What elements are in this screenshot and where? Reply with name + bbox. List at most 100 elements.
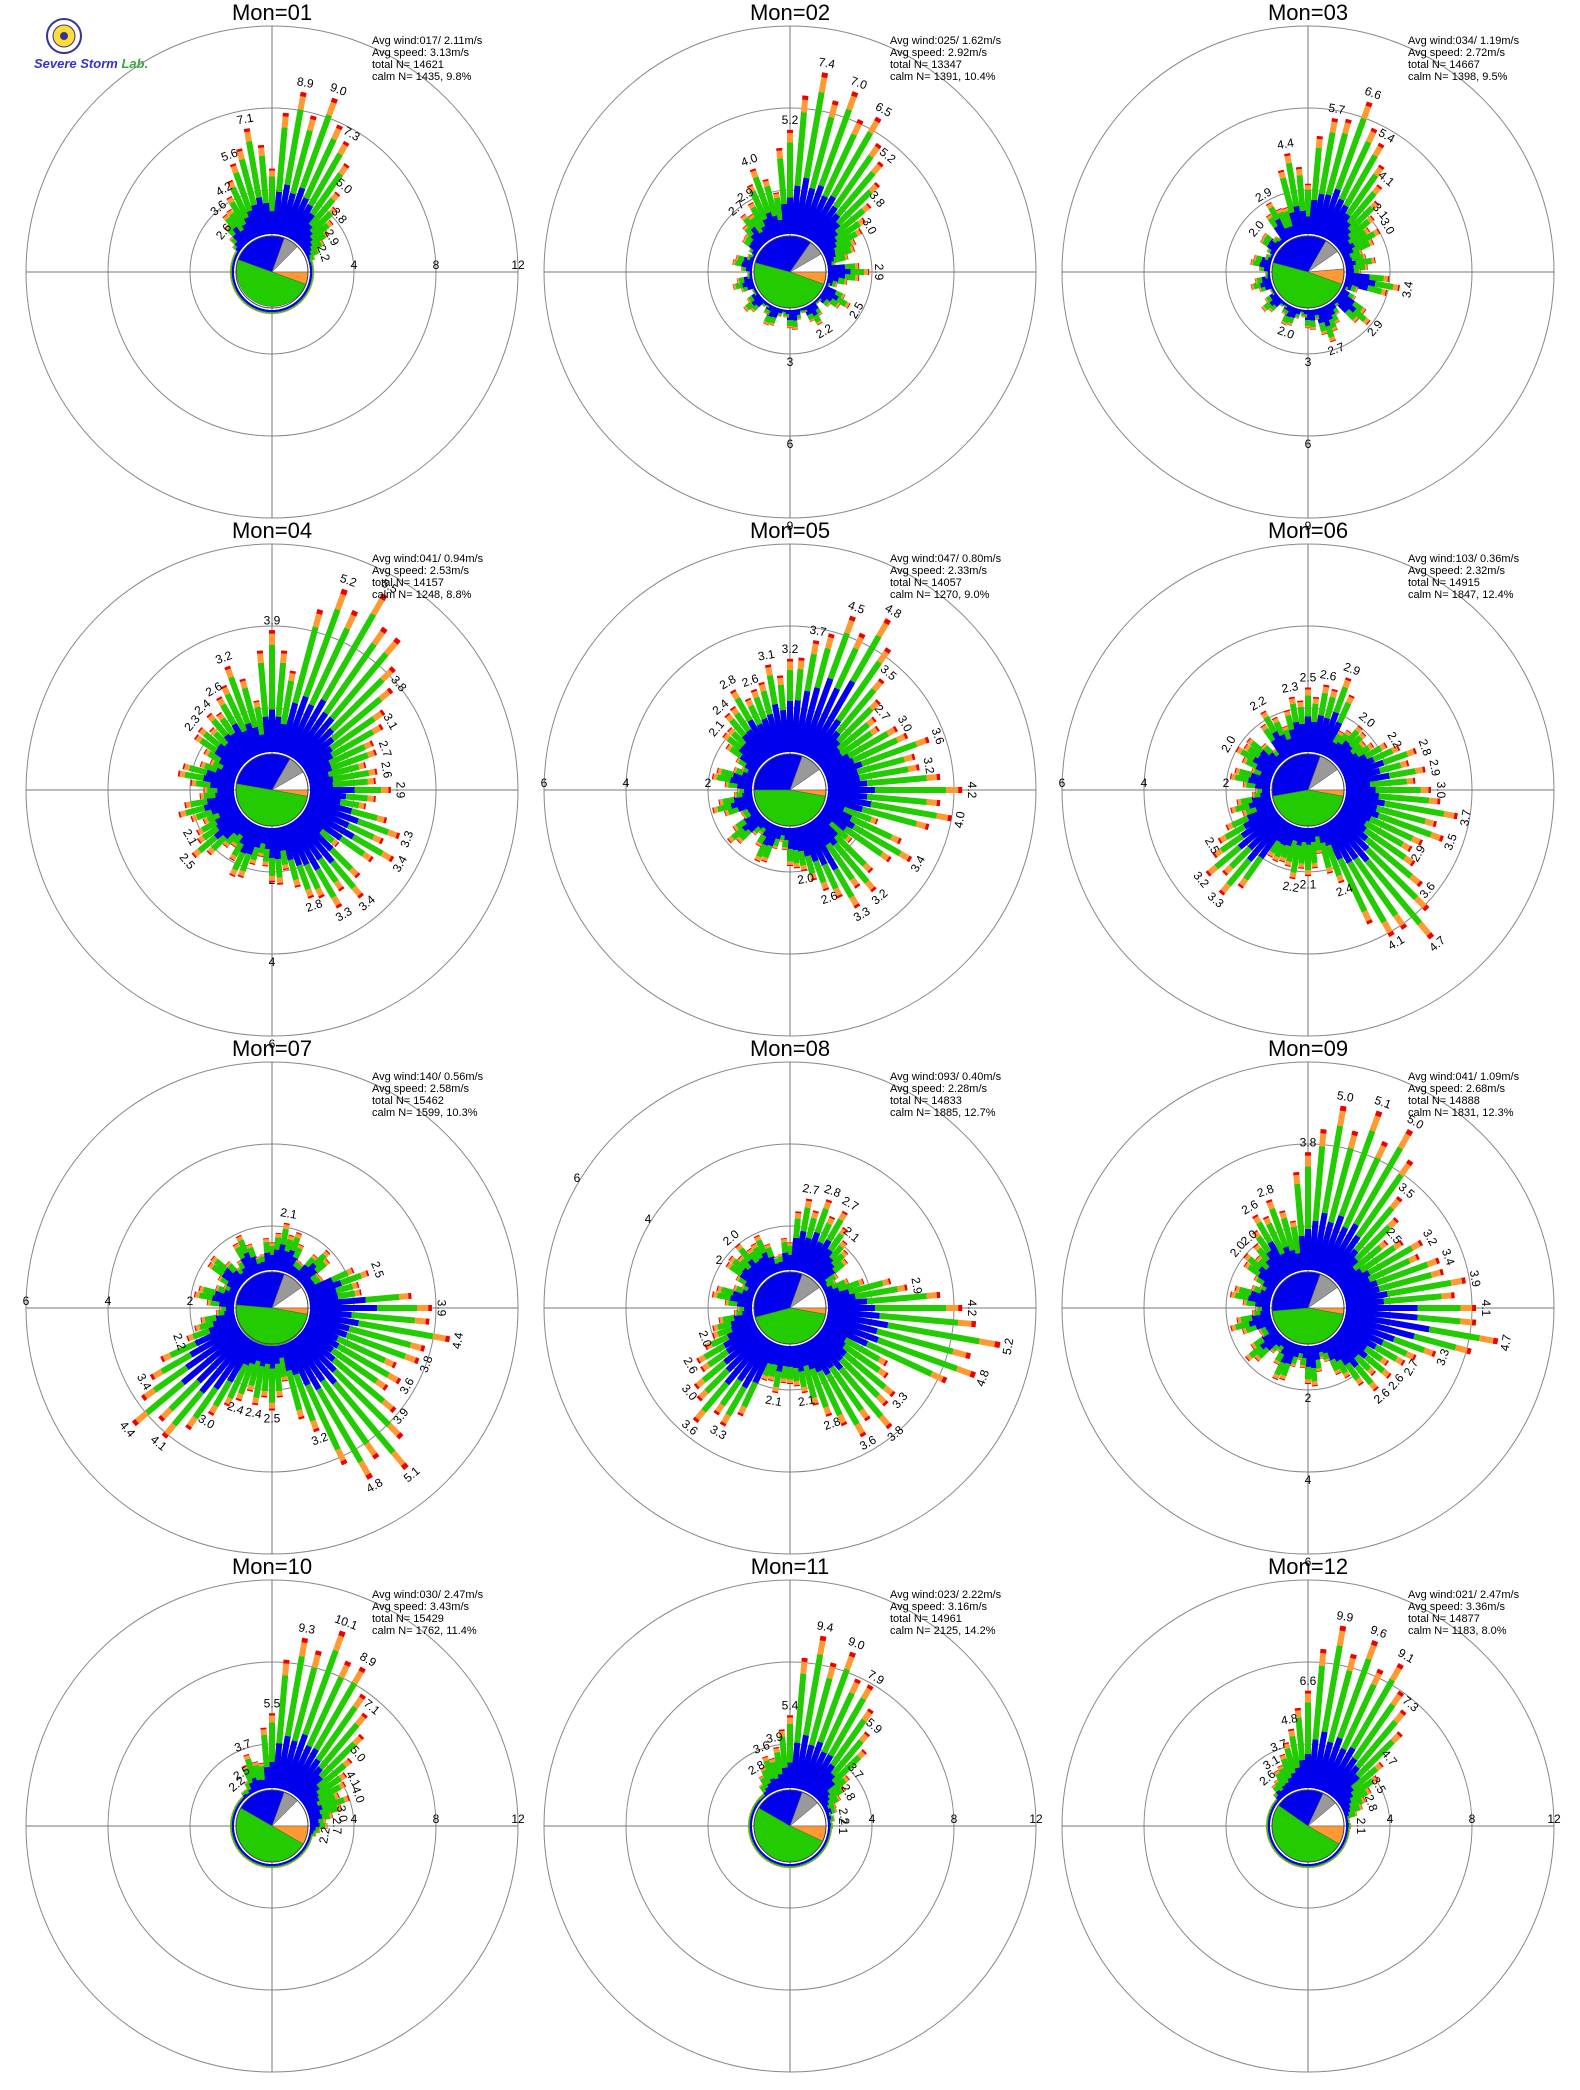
wind-bar-segment bbox=[849, 815, 893, 841]
wind-bar-segment bbox=[844, 835, 852, 843]
wind-bar-segment bbox=[777, 158, 788, 205]
wind-bar-segment bbox=[787, 197, 793, 234]
wind-bar bbox=[1332, 814, 1430, 912]
wind-bar-segment bbox=[1375, 787, 1421, 793]
wind-bar-segment bbox=[372, 749, 378, 756]
wind-bar-segment bbox=[725, 781, 729, 788]
wind-bar-segment bbox=[316, 247, 321, 254]
wind-bar-segment bbox=[814, 814, 838, 838]
wind-bar-segment bbox=[1327, 870, 1334, 874]
wind-bar-segment bbox=[1320, 330, 1328, 335]
wind-bar-segment bbox=[319, 828, 335, 844]
wind-bar-segment bbox=[282, 864, 289, 870]
wind-bar-segment bbox=[319, 239, 325, 247]
bar-value-label: 2.0 bbox=[1276, 323, 1297, 342]
wind-bar-segment bbox=[1315, 849, 1323, 854]
wind-bar-segment bbox=[207, 787, 218, 793]
ring-label: 4 bbox=[351, 258, 358, 272]
wind-bar-segment bbox=[803, 195, 828, 239]
wind-bar-segment bbox=[1324, 821, 1353, 864]
wind-bar-segment bbox=[275, 662, 287, 717]
wind-bar-segment bbox=[869, 700, 880, 711]
wind-bar-segment bbox=[1283, 210, 1295, 228]
wind-bar-segment bbox=[1329, 121, 1338, 134]
bar-value-label: 2.1 bbox=[797, 1392, 816, 1409]
wind-bar-segment bbox=[732, 258, 734, 265]
bar-value-label: 2.1 bbox=[836, 1818, 850, 1835]
wind-bar-segment bbox=[915, 737, 927, 747]
ring-label: 2 bbox=[716, 1253, 723, 1267]
wind-bar bbox=[291, 626, 388, 761]
pie-outline bbox=[753, 235, 827, 309]
wind-bar-segment bbox=[1352, 308, 1367, 323]
stats-line: total N= 14915 bbox=[1408, 577, 1480, 589]
wind-bar bbox=[299, 687, 394, 768]
wind-bar-segment bbox=[1279, 856, 1287, 862]
wind-bar-segment bbox=[777, 677, 784, 686]
wind-bar bbox=[732, 766, 756, 780]
wind-bar-segment bbox=[734, 712, 751, 733]
bar-value-label: 3.7 bbox=[809, 623, 828, 640]
wind-bar-segment bbox=[207, 846, 216, 855]
wind-bar-segment bbox=[1366, 263, 1368, 270]
wind-bar-segment bbox=[879, 851, 890, 861]
wind-bar-segment bbox=[735, 254, 738, 261]
wind-bar-segment bbox=[1373, 200, 1380, 207]
bar-value-label: 4.0 bbox=[951, 810, 968, 829]
wind-bar-segment bbox=[1333, 319, 1340, 324]
wind-bar-segment bbox=[217, 743, 245, 768]
stats-line: Avg speed: 2.72m/s bbox=[1408, 47, 1506, 59]
wind-bar-segment bbox=[864, 880, 875, 891]
wind-bar bbox=[1344, 275, 1401, 292]
wind-bar-segment bbox=[1261, 306, 1266, 312]
stats-line: Avg speed: 2.92m/s bbox=[890, 47, 988, 59]
wind-bar-segment bbox=[1305, 1690, 1311, 1694]
wind-bar-segment bbox=[797, 850, 807, 867]
wind-bar bbox=[1324, 821, 1395, 938]
wind-bar-segment bbox=[299, 736, 335, 768]
wind-bar-segment bbox=[766, 674, 778, 705]
wind-bar-segment bbox=[1293, 1174, 1301, 1185]
bar-value-label: 3.4 bbox=[1439, 1247, 1458, 1268]
wind-bar bbox=[730, 689, 774, 759]
calm-pie bbox=[753, 753, 827, 827]
wind-bar-segment bbox=[222, 843, 228, 849]
wind-bar-segment bbox=[834, 221, 861, 243]
wind-bar-segment bbox=[269, 176, 275, 212]
bar-value-label: 3.8 bbox=[417, 1354, 436, 1375]
bar-value-label: 2.5 bbox=[846, 299, 867, 321]
bar-value-label: 2.8 bbox=[1255, 1181, 1276, 1200]
wind-bar-segment bbox=[354, 872, 361, 879]
wind-bar-segment bbox=[1332, 733, 1343, 745]
wind-bar-segment bbox=[1264, 253, 1267, 260]
wind-bar-segment bbox=[1364, 263, 1368, 271]
bar-value-label: 7.1 bbox=[236, 111, 255, 128]
wind-bar-segment bbox=[1372, 145, 1383, 158]
wind-bar-segment bbox=[804, 653, 817, 692]
wind-bar bbox=[776, 147, 790, 235]
wind-bar-segment bbox=[203, 787, 205, 793]
wind-bar-segment bbox=[978, 1338, 996, 1348]
wind-bar-segment bbox=[199, 793, 202, 800]
wind-bar-segment bbox=[414, 1317, 426, 1325]
wind-bar-segment bbox=[744, 697, 752, 702]
wind-bar-segment bbox=[749, 168, 757, 173]
wind-bar bbox=[299, 219, 334, 250]
wind-bar bbox=[1332, 200, 1380, 248]
wind-bar-segment bbox=[1311, 1381, 1318, 1386]
wind-bar-segment bbox=[1351, 240, 1371, 254]
wind-bar-segment bbox=[338, 165, 348, 176]
wind-bar-segment bbox=[762, 844, 773, 859]
stats-line: Avg speed: 2.28m/s bbox=[890, 1083, 988, 1095]
wind-bar-segment bbox=[849, 246, 855, 253]
wind-bar-segment bbox=[379, 626, 388, 635]
wind-bar-segment bbox=[204, 749, 211, 757]
wind-bar-segment bbox=[745, 234, 755, 243]
wind-bar-segment bbox=[906, 855, 913, 863]
wind-bar-segment bbox=[1453, 812, 1458, 820]
wind-bar-segment bbox=[1362, 317, 1370, 325]
wind-bar-segment bbox=[210, 759, 216, 766]
ring-label: 8 bbox=[1469, 1812, 1476, 1826]
wind-bar-segment bbox=[821, 806, 856, 830]
